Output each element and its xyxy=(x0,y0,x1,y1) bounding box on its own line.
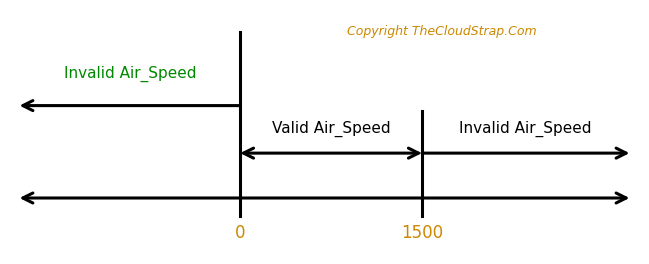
Text: Valid Air_Speed: Valid Air_Speed xyxy=(272,121,390,137)
Text: 0: 0 xyxy=(235,224,245,242)
Text: 1500: 1500 xyxy=(401,224,443,242)
Text: Invalid Air_Speed: Invalid Air_Speed xyxy=(64,66,196,82)
Text: Invalid Air_Speed: Invalid Air_Speed xyxy=(459,121,592,137)
Text: Copyright TheCloudStrap.Com: Copyright TheCloudStrap.Com xyxy=(347,25,536,38)
